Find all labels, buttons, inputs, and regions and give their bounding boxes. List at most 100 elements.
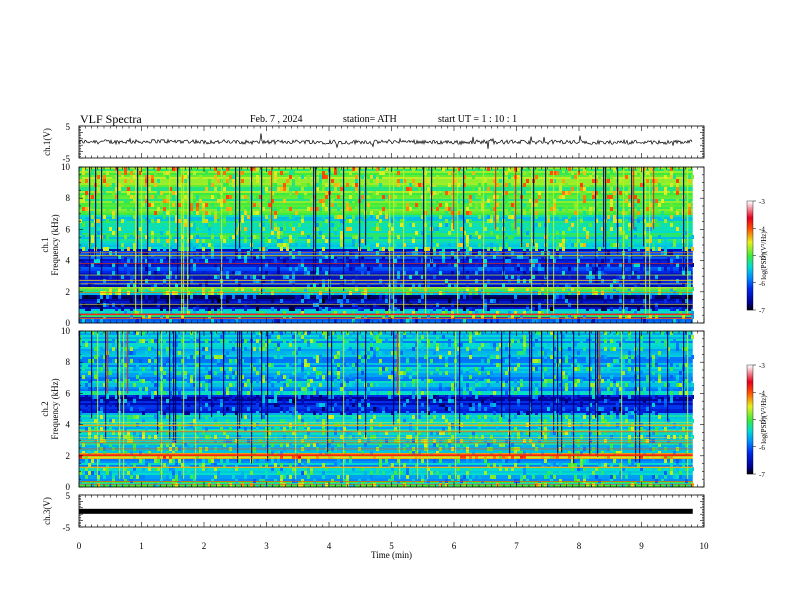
spectro-cell (640, 371, 643, 375)
spectro-cell (274, 179, 277, 183)
spectro-cell (205, 383, 208, 387)
spectro-cell (484, 179, 487, 183)
spectro-row (79, 357, 693, 360)
spectro-cell (130, 347, 133, 351)
spectro-cell (643, 399, 646, 403)
y-axis-label: Frequency (kHz) (50, 214, 60, 275)
spectro-cell (319, 299, 322, 303)
spectro-cell (385, 367, 388, 371)
spectro-cell (652, 295, 655, 299)
spectro-cell (499, 363, 502, 367)
spectro-cell (319, 451, 322, 455)
spectro-cell (337, 195, 340, 199)
spectro-cell (382, 331, 385, 335)
spectro-line (79, 292, 693, 293)
spectro-cell (277, 207, 280, 211)
spectro-cell (373, 467, 376, 471)
spectro-cell (466, 367, 469, 371)
spectro-cell (562, 403, 565, 407)
spectro-cell (421, 275, 424, 279)
spectro-cell (151, 347, 154, 351)
spectro-cell (136, 311, 139, 315)
spectro-cell (379, 443, 382, 447)
spectro-cell (121, 275, 124, 279)
spectro-cell (601, 355, 604, 359)
spectro-cell (280, 299, 283, 303)
spectro-cell (361, 307, 364, 311)
spectro-cell (145, 315, 148, 319)
spectro-cell (508, 475, 511, 479)
spectro-row (79, 275, 693, 278)
spectro-cell (82, 195, 85, 199)
spectro-cell (469, 391, 472, 395)
spectro-cell (394, 307, 397, 311)
spectro-cell (481, 203, 484, 207)
spectro-cell (415, 335, 418, 339)
spectro-cell (352, 235, 355, 239)
spectro-cell (196, 203, 199, 207)
spectro-cell (337, 387, 340, 391)
spectro-cell (190, 247, 193, 251)
spectro-cell (538, 427, 541, 431)
spectro-cell (577, 171, 580, 175)
spectro-cell (574, 207, 577, 211)
spectro-cell (376, 215, 379, 219)
spectro-cell (400, 179, 403, 183)
spectro-cell (268, 259, 271, 263)
colorbar-cell (747, 292, 753, 294)
spectro-streak (649, 167, 651, 316)
spectro-cell (256, 175, 259, 179)
spectro-cell (595, 379, 598, 383)
spectro-cell (205, 347, 208, 351)
spectro-cell (313, 387, 316, 391)
spectro-cell (214, 339, 217, 343)
spectro-cell (619, 435, 622, 439)
colorbar-cell (747, 288, 753, 290)
spectro-cell (352, 243, 355, 247)
spectro-cell (691, 263, 694, 267)
spectro-cell (451, 195, 454, 199)
spectro-cell (295, 455, 298, 459)
spectro-cell (472, 451, 475, 455)
spectro-cell (343, 215, 346, 219)
spectro-cell (121, 183, 124, 187)
spectro-cell (250, 471, 253, 475)
spectro-cell (319, 295, 322, 299)
spectro-cell (445, 223, 448, 227)
spectro-cell (292, 471, 295, 475)
spectro-cell (436, 263, 439, 267)
spectro-cell (337, 443, 340, 447)
spectro-cell (544, 351, 547, 355)
spectro-cell (469, 403, 472, 407)
spectro-cell (145, 203, 148, 207)
spectro-cell (634, 263, 637, 267)
spectro-cell (226, 207, 229, 211)
spectro-cell (304, 363, 307, 367)
spectro-cell (511, 231, 514, 235)
spectro-cell (538, 331, 541, 335)
spectro-cell (652, 451, 655, 455)
spectro-cell (148, 387, 151, 391)
spectro-cell (316, 415, 319, 419)
spectro-cell (367, 243, 370, 247)
colorbar-cell (747, 256, 753, 258)
spectro-cell (370, 475, 373, 479)
spectro-cell (670, 183, 673, 187)
spectro-cell (217, 399, 220, 403)
spectro-cell (139, 431, 142, 435)
spectro-cell (208, 483, 211, 487)
spectro-cell (526, 167, 529, 171)
spectro-cell (214, 319, 217, 323)
spectro-cell (379, 463, 382, 467)
spectro-cell (439, 355, 442, 359)
spectro-cell (604, 331, 607, 335)
spectro-cell (442, 415, 445, 419)
spectro-cell (391, 479, 394, 483)
spectro-cell (151, 395, 154, 399)
spectro-cell (301, 371, 304, 375)
spectro-cell (544, 355, 547, 359)
spectro-streak (315, 167, 317, 273)
spectro-cell (655, 223, 658, 227)
station-label: station= ATH (343, 114, 397, 125)
spectro-cell (142, 215, 145, 219)
